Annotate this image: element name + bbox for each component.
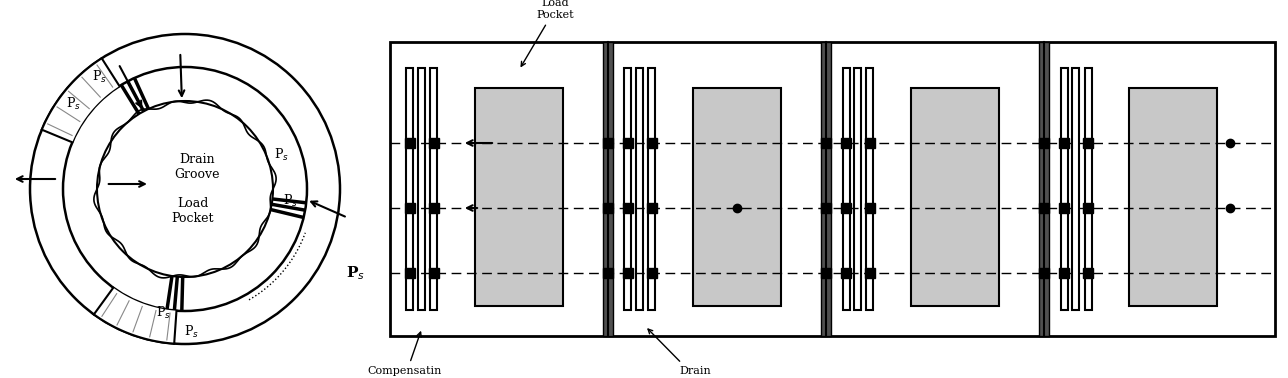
Bar bbox=[390, 42, 1275, 336]
Bar bbox=[407, 68, 413, 310]
Text: P$_s$: P$_s$ bbox=[93, 69, 107, 85]
Text: P$_s$: P$_s$ bbox=[66, 96, 81, 112]
Bar bbox=[1039, 42, 1048, 336]
Bar bbox=[625, 68, 631, 310]
Polygon shape bbox=[94, 288, 176, 344]
Text: P$_s$: P$_s$ bbox=[346, 264, 365, 282]
Bar bbox=[1084, 68, 1091, 310]
Text: Drain
Groove: Drain Groove bbox=[174, 153, 220, 181]
Text: P$_s$: P$_s$ bbox=[156, 305, 171, 321]
Bar bbox=[867, 68, 873, 310]
Bar bbox=[1060, 68, 1068, 310]
Text: Load
Pocket: Load Pocket bbox=[171, 197, 214, 225]
Bar bbox=[842, 68, 850, 310]
Bar bbox=[419, 68, 425, 310]
Bar bbox=[603, 42, 613, 336]
Polygon shape bbox=[41, 58, 120, 142]
Bar bbox=[1073, 68, 1079, 310]
Bar bbox=[636, 68, 644, 310]
Bar bbox=[430, 68, 438, 310]
Bar bbox=[854, 68, 862, 310]
Text: P$_s$: P$_s$ bbox=[184, 324, 198, 340]
Text: P$_s$: P$_s$ bbox=[273, 147, 289, 163]
Text: P$_s$: P$_s$ bbox=[283, 194, 298, 209]
Bar bbox=[648, 68, 656, 310]
Text: Load
Pocket: Load Pocket bbox=[522, 0, 574, 66]
Bar bbox=[911, 88, 999, 306]
Text: Drain
Groove: Drain Groove bbox=[648, 329, 715, 378]
Text: Compensatin
g Section: Compensatin g Section bbox=[368, 332, 442, 378]
Bar bbox=[820, 42, 831, 336]
Bar bbox=[1130, 88, 1217, 306]
Bar bbox=[693, 88, 781, 306]
Bar bbox=[475, 88, 563, 306]
